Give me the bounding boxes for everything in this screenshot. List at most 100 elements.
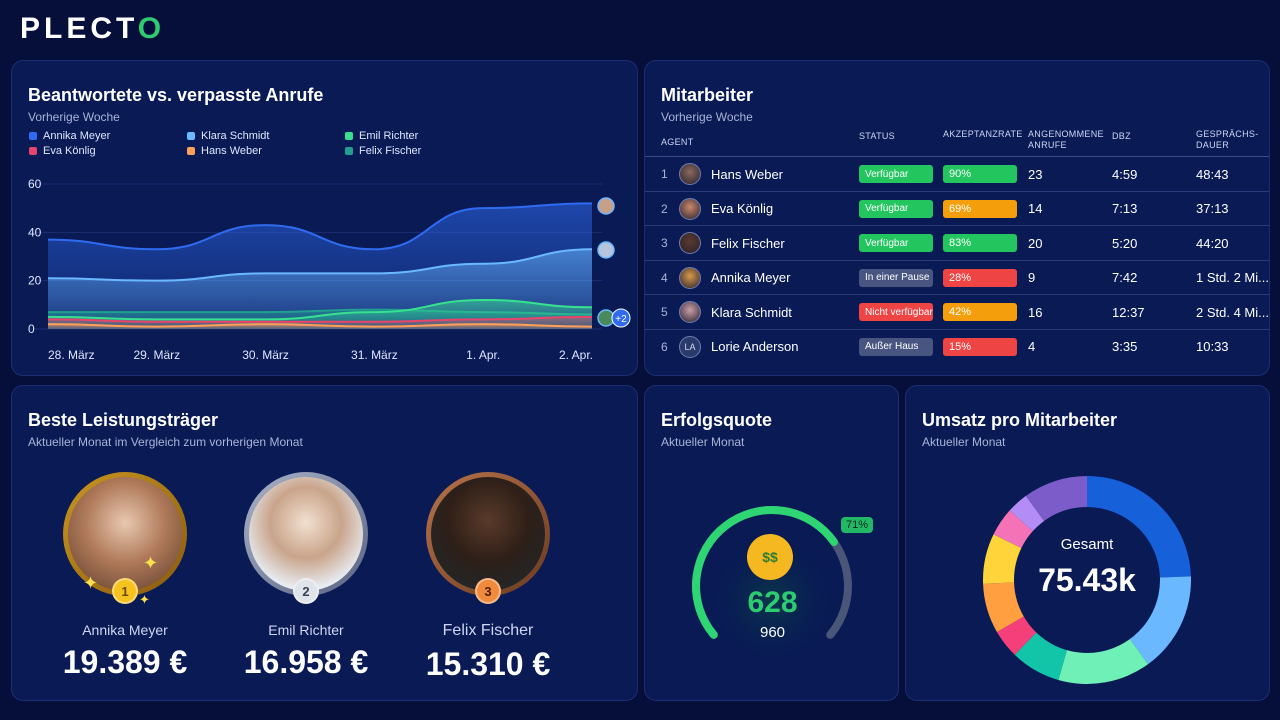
- call-duration: 44:20: [1196, 235, 1229, 251]
- gauge-percent-badge: 71%: [841, 517, 874, 533]
- table-row[interactable]: 1 Hans Weber Verfügbar 90% 23 4:59 48:43: [645, 157, 1269, 192]
- legend-label: Annika Meyer: [43, 129, 111, 142]
- team-subtitle: Vorherige Woche: [661, 110, 753, 124]
- performer-1[interactable]: 1 ✦ ✦ ✦ Annika Meyer 19.389 €: [35, 472, 215, 681]
- legend-item[interactable]: Emil Richter: [345, 129, 465, 142]
- donut-slice[interactable]: [983, 582, 1024, 632]
- acceptance-rate: 69%: [943, 199, 1017, 218]
- performer-3[interactable]: 3 Felix Fischer 15.310 €: [398, 472, 578, 683]
- legend-swatch: [345, 131, 353, 140]
- status-badge: In einer Pause: [859, 268, 933, 287]
- agent-name: Lorie Anderson: [711, 339, 799, 355]
- avatar: [431, 477, 545, 591]
- answered-calls: 4: [1028, 339, 1036, 355]
- donut-slice[interactable]: [1025, 476, 1087, 521]
- legend-swatch: [345, 146, 353, 155]
- table-row[interactable]: 4 Annika Meyer In einer Pause 28% 9 7:42 1 Std…: [645, 261, 1269, 296]
- status-badge: Nicht verfügbar: [859, 303, 933, 322]
- donut-slice[interactable]: [1087, 476, 1191, 578]
- status-badge: Verfügbar: [859, 199, 933, 218]
- success-title: Erfolgsquote: [661, 410, 772, 430]
- sparkle-icon: ✦: [83, 573, 99, 593]
- dbz-value: 7:13: [1112, 201, 1138, 217]
- donut-slice[interactable]: [1009, 495, 1045, 532]
- x-tick-label: 28. März: [48, 348, 95, 362]
- gauge-glow: [702, 516, 842, 656]
- agent-name: Eva Könlig: [711, 201, 774, 217]
- donut-slice[interactable]: [1129, 576, 1191, 665]
- answered-calls: 14: [1028, 201, 1043, 217]
- donut-slice[interactable]: [983, 534, 1022, 584]
- calls-area-chart: 0 20 40 60 28. März 29. März 30. März 31. März 1…: [28, 177, 631, 362]
- col-rate: AKZEPTANZRATE: [943, 129, 1023, 139]
- performer-name: Annika Meyer: [82, 622, 168, 638]
- legend-label: Felix Fischer: [359, 144, 422, 157]
- table-row[interactable]: 3 Felix Fischer Verfügbar 83% 20 5:20 44:20: [645, 226, 1269, 261]
- performers-subtitle: Aktueller Monat im Vergleich zum vorheri…: [28, 435, 303, 449]
- donut-slice[interactable]: [1058, 639, 1149, 684]
- avatar-ring-gold: 1 ✦ ✦ ✦: [63, 472, 187, 607]
- table-row[interactable]: 6 LA Lorie Anderson Außer Haus 15% 4 3:35 10:33: [645, 330, 1269, 365]
- bronze-medal-icon: 3: [475, 578, 501, 604]
- performer-value: 15.310 €: [425, 646, 551, 682]
- top-performers-card: Beste Leistungsträger Aktueller Monat im…: [11, 385, 638, 701]
- series-avatar[interactable]: [597, 197, 615, 215]
- answered-calls: 23: [1028, 166, 1043, 182]
- success-target: 960: [759, 624, 786, 641]
- sparkle-icon: ✦: [139, 592, 150, 607]
- call-duration: 1 Std. 2 Mi...: [1196, 270, 1269, 286]
- row-rank: 1: [661, 167, 668, 181]
- series-line: [47, 298, 593, 321]
- legend-item[interactable]: Annika Meyer: [29, 129, 187, 142]
- x-tick-label: 1. Apr.: [466, 348, 500, 362]
- more-avatars-label: +2: [615, 314, 627, 325]
- acceptance-rate: 42%: [943, 303, 1017, 322]
- legend-swatch: [187, 146, 195, 155]
- avatar: LA: [679, 335, 701, 358]
- donut-slice[interactable]: [1014, 632, 1067, 680]
- avatar: [679, 163, 701, 185]
- money-face-icon: $$: [747, 534, 793, 580]
- avatar: [249, 477, 363, 591]
- answered-calls: 9: [1028, 270, 1036, 286]
- legend-label: Emil Richter: [359, 129, 419, 142]
- donut-slice[interactable]: [993, 510, 1033, 548]
- legend-item[interactable]: Klara Schmidt: [187, 129, 345, 142]
- donut-slice[interactable]: [996, 616, 1037, 655]
- row-rank: 2: [661, 201, 668, 216]
- col-dbz: DBZ: [1112, 131, 1131, 141]
- avatar: [679, 301, 701, 324]
- performer-name: Emil Richter: [268, 622, 344, 638]
- agent-name: Hans Weber: [711, 166, 784, 182]
- avatar: [68, 477, 182, 591]
- team-card: Mitarbeiter Vorherige Woche AGENT STATUS…: [644, 60, 1270, 376]
- series-avatar[interactable]: [597, 241, 615, 259]
- donut-label: Gesamt: [1060, 536, 1114, 553]
- performer-2[interactable]: 2 Emil Richter 16.958 €: [216, 472, 396, 681]
- call-duration: 2 Std. 4 Mi...: [1196, 304, 1269, 320]
- status-badge: Verfügbar: [859, 234, 933, 253]
- series-line: [47, 323, 593, 328]
- x-tick-label: 29. März: [133, 348, 180, 362]
- col-status: STATUS: [859, 131, 895, 141]
- dbz-value: 7:42: [1112, 270, 1138, 286]
- y-tick-label: 20: [28, 274, 42, 288]
- silver-medal-icon: 2: [293, 578, 319, 604]
- table-row[interactable]: 5 Klara Schmidt Nicht verfügbar 42% 16 12:37 2…: [645, 295, 1269, 330]
- legend-item[interactable]: Eva Könlig: [29, 144, 187, 157]
- series-line: [47, 315, 593, 323]
- table-row[interactable]: 2 Eva Könlig Verfügbar 69% 14 7:13 37:13: [645, 192, 1269, 227]
- status-badge: Verfügbar: [859, 165, 933, 183]
- legend-item[interactable]: Hans Weber: [187, 144, 345, 157]
- series-line: [47, 248, 593, 282]
- row-rank: 3: [661, 236, 668, 251]
- more-avatars-badge[interactable]: [611, 308, 631, 328]
- call-duration: 48:43: [1196, 166, 1229, 182]
- legend-item[interactable]: Felix Fischer: [345, 144, 465, 157]
- row-rank: 5: [661, 305, 668, 320]
- y-tick-label: 40: [28, 225, 42, 239]
- sparkle-icon: ✦: [143, 553, 159, 573]
- acceptance-rate: 83%: [943, 234, 1017, 253]
- row-rank: 6: [661, 339, 668, 354]
- gold-medal-icon: 1: [112, 578, 138, 604]
